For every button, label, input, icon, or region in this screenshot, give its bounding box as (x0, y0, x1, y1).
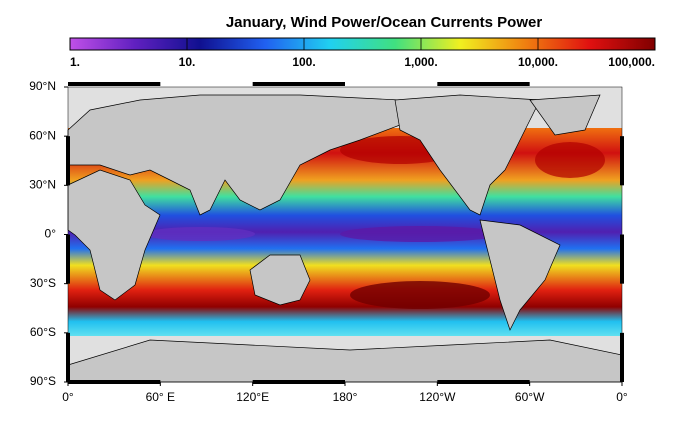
eurasia (67, 94, 431, 216)
lat-label: 30°S (30, 276, 56, 290)
colorbar-tick-label: 1,000. (404, 55, 437, 69)
lon-label: 0° (62, 390, 74, 404)
field-patch (350, 281, 490, 309)
colorbar-tick-label: 10,000. (518, 55, 558, 69)
colorbar-tick-label: 10. (179, 55, 196, 69)
lon-label: 120°E (236, 390, 269, 404)
greenland (529, 94, 601, 136)
lat-label: 90°S (30, 374, 56, 388)
lon-label: 120°W (419, 390, 456, 404)
field-patch (340, 226, 500, 242)
colorbar-tick-label: 1. (70, 55, 80, 69)
lat-label: 0° (45, 227, 57, 241)
field-patch (145, 227, 255, 241)
colorbar (69, 37, 656, 51)
colorbar-tick-label: 100,000. (608, 55, 655, 69)
lat-label: 60°S (30, 325, 56, 339)
lat-label: 90°N (29, 79, 56, 93)
field-patch (535, 142, 605, 178)
lat-label: 60°N (29, 128, 56, 142)
colorbar-tick-label: 100. (292, 55, 315, 69)
lon-label: 0° (616, 390, 628, 404)
map (67, 86, 623, 383)
south-america (479, 219, 561, 331)
lon-label: 180° (333, 390, 358, 404)
lon-label: 60°W (515, 390, 545, 404)
lat-label: 30°N (29, 178, 56, 192)
title: January, Wind Power/Ocean Currents Power (226, 14, 543, 31)
australia (249, 254, 311, 306)
africa (67, 169, 161, 301)
lon-label: 60° E (146, 390, 175, 404)
north-america (394, 94, 541, 216)
